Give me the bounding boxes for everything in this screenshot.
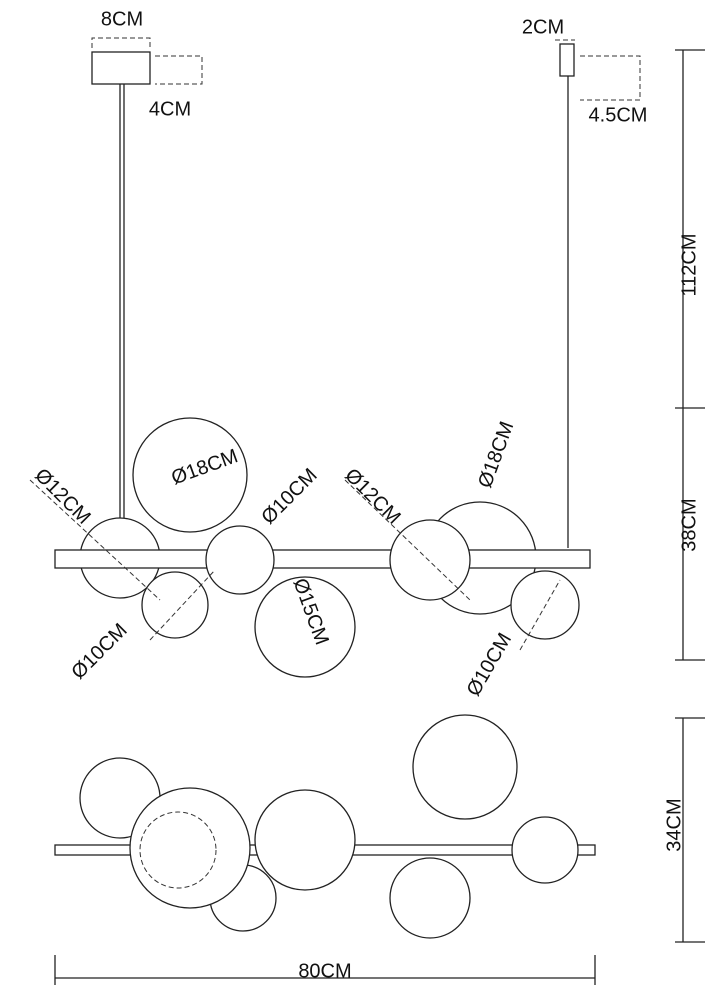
dimension-label: 8CM — [101, 8, 143, 30]
bar — [54, 549, 591, 569]
diameter-lines — [29, 479, 561, 651]
globe — [254, 576, 356, 678]
dimension-label: 4CM — [149, 98, 191, 120]
drawing — [29, 37, 705, 985]
globe — [389, 857, 471, 939]
globe — [254, 789, 356, 891]
globe — [141, 571, 209, 639]
globe — [389, 519, 471, 601]
dimension-label: Ø10CM — [463, 629, 517, 700]
dimension-label: 2CM — [522, 16, 564, 38]
globe — [129, 787, 251, 909]
dimension-label: 80CM — [298, 960, 351, 982]
dimension-lines — [54, 49, 705, 985]
dimension-label: Ø12CM — [30, 464, 94, 528]
dimension-label: Ø10CM — [257, 464, 321, 528]
dimension-label: Ø10CM — [67, 619, 131, 683]
dimension-label: 34CM — [663, 798, 685, 851]
dimension-label: 112CM — [678, 234, 700, 297]
dimension-label: Ø12CM — [340, 464, 404, 528]
globe — [132, 417, 248, 533]
dimension-label: 38CM — [678, 498, 700, 551]
globe — [510, 570, 580, 640]
cord-clamp — [559, 43, 575, 77]
globe-inner — [139, 811, 217, 889]
globe — [412, 714, 518, 820]
globe — [205, 525, 275, 595]
dimension-label: 4.5CM — [589, 104, 648, 126]
globe — [511, 816, 579, 884]
dim-lines — [91, 37, 641, 101]
dimension-label: Ø18CM — [474, 419, 518, 491]
canopy — [91, 51, 151, 85]
